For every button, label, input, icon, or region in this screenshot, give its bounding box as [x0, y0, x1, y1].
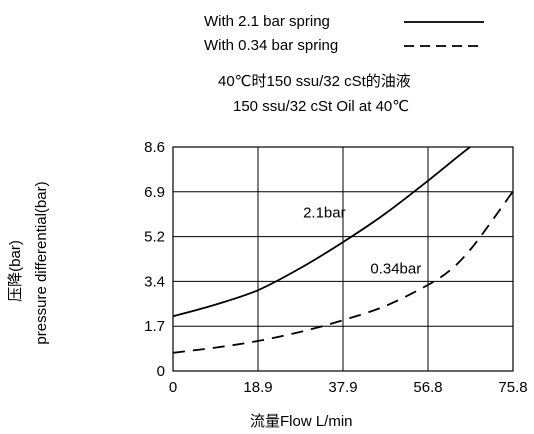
x-tick-label: 18.9: [243, 379, 272, 396]
series-1-curve-label: 2.1bar: [303, 204, 346, 221]
legend-label-series-2: With 0.34 bar spring: [204, 37, 338, 54]
plot-frame: [172, 146, 514, 372]
x-tick-label: 56.8: [413, 379, 442, 396]
series-lines: [173, 147, 513, 354]
y-tick-label: 1.7: [144, 318, 165, 335]
series-2-curve-label: 0.34bar: [370, 260, 421, 277]
y-tick-label: 8.6: [144, 139, 165, 156]
y-axis-title-line-1: 压降(bar): [7, 240, 24, 302]
series-line-2: [173, 190, 513, 354]
x-tick-label: 37.9: [328, 379, 357, 396]
legend: With 2.1 bar spring With 0.34 bar spring: [204, 13, 484, 54]
chart-subtitle-line-1: 40℃时150 ssu/32 cSt的油液: [218, 73, 411, 90]
y-axis-ticks: 0 1.7 3.4 5.2 6.9 8.6: [144, 139, 165, 380]
y-tick-label: 0: [157, 363, 165, 380]
y-tick-label: 5.2: [144, 229, 165, 246]
x-axis-ticks: 0 18.9 37.9 56.8 75.8: [169, 379, 528, 396]
series-line-1: [173, 147, 472, 318]
chart-subtitle-line-2: 150 ssu/32 cSt Oil at 40℃: [233, 98, 409, 115]
y-tick-label: 6.9: [144, 184, 165, 201]
y-tick-label: 3.4: [144, 273, 165, 290]
y-axis-title-line-2: pressure differential(bar): [33, 181, 50, 344]
x-axis-title: 流量Flow L/min: [250, 413, 353, 430]
x-tick-label: 75.8: [498, 379, 527, 396]
legend-label-series-1: With 2.1 bar spring: [204, 13, 330, 30]
x-tick-label: 0: [169, 379, 177, 396]
